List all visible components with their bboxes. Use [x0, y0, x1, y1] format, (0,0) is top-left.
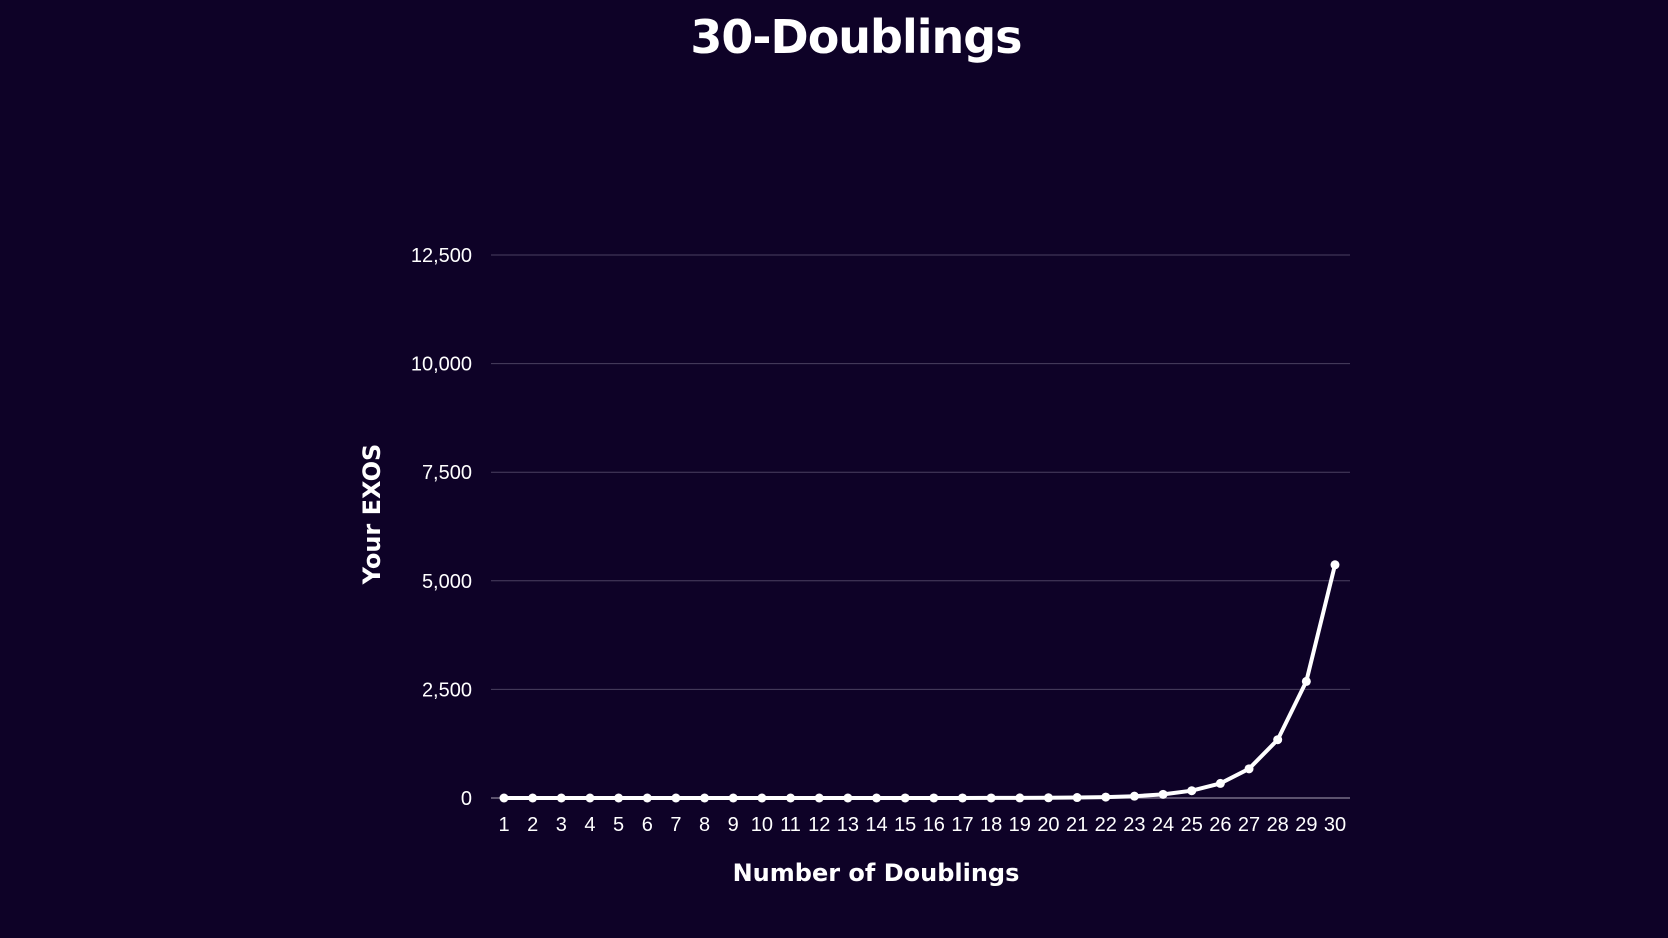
data-point — [872, 793, 882, 803]
x-axis-ticks: 1 2 3 4 5 6 7 8 9 10 11 12 13 14 15 16 17 18 19 20 21 22 23 24 2… — [498, 814, 1346, 836]
y-tick-label: 10,000 — [411, 354, 472, 376]
chart-title: 30-Doublings — [690, 10, 1022, 64]
data-point — [1043, 793, 1053, 803]
x-tick-label: 21 — [1066, 814, 1088, 836]
y-tick-label: 5,000 — [422, 571, 472, 593]
y-tick-label: 2,500 — [422, 679, 472, 701]
x-tick-label: 25 — [1181, 814, 1203, 836]
data-point — [757, 793, 767, 803]
x-tick-label: 7 — [670, 814, 681, 836]
data-point — [1215, 778, 1225, 788]
x-tick-label: 19 — [1009, 814, 1031, 836]
x-tick-label: 14 — [865, 814, 887, 836]
x-tick-label: 8 — [699, 814, 710, 836]
data-point — [1101, 792, 1111, 802]
data-point — [786, 793, 796, 803]
data-point — [929, 793, 939, 803]
x-tick-label: 30 — [1324, 814, 1346, 836]
data-point — [642, 793, 652, 803]
data-point — [1301, 676, 1311, 686]
data-point — [986, 793, 996, 803]
x-tick-label: 29 — [1295, 814, 1317, 836]
data-point — [585, 793, 595, 803]
x-tick-label: 17 — [951, 814, 973, 836]
x-tick-label: 15 — [894, 814, 916, 836]
data-point — [957, 793, 967, 803]
data-point — [614, 793, 624, 803]
y-axis-ticks: 0 2,500 5,000 7,500 10,000 12,500 — [411, 245, 472, 810]
x-tick-label: 9 — [728, 814, 739, 836]
x-tick-label: 16 — [923, 814, 945, 836]
data-point — [1244, 764, 1254, 774]
y-axis-title: Your EXOS — [358, 444, 386, 586]
data-point — [528, 793, 538, 803]
x-tick-label: 28 — [1267, 814, 1289, 836]
x-tick-label: 23 — [1123, 814, 1145, 836]
x-tick-label: 12 — [808, 814, 830, 836]
data-point — [1187, 786, 1197, 796]
data-point — [499, 793, 509, 803]
x-tick-label: 6 — [642, 814, 653, 836]
y-tick-label: 12,500 — [411, 245, 472, 267]
x-tick-label: 20 — [1037, 814, 1059, 836]
data-point — [1072, 793, 1082, 803]
data-point — [1158, 789, 1168, 799]
data-point — [814, 793, 824, 803]
x-tick-label: 1 — [498, 814, 509, 836]
data-point — [900, 793, 910, 803]
data-point — [1015, 793, 1025, 803]
data-point — [556, 793, 566, 803]
x-tick-label: 11 — [780, 814, 801, 836]
x-tick-label: 10 — [751, 814, 773, 836]
series-layer — [499, 560, 1340, 803]
data-point — [1330, 560, 1340, 570]
x-tick-label: 5 — [613, 814, 624, 836]
data-point — [1273, 735, 1283, 745]
x-tick-label: 4 — [584, 814, 595, 836]
y-tick-label: 0 — [461, 788, 472, 810]
x-tick-label: 24 — [1152, 814, 1174, 836]
x-tick-label: 2 — [527, 814, 538, 836]
x-tick-label: 18 — [980, 814, 1002, 836]
data-point — [700, 793, 710, 803]
data-point — [1129, 791, 1139, 801]
x-tick-label: 26 — [1209, 814, 1231, 836]
data-point — [671, 793, 681, 803]
x-tick-label: 13 — [837, 814, 859, 836]
x-tick-label: 3 — [556, 814, 567, 836]
x-tick-label: 27 — [1238, 814, 1260, 836]
series-line — [502, 562, 1337, 800]
x-axis-title: Number of Doublings — [733, 859, 1020, 887]
data-point — [728, 793, 738, 803]
y-tick-label: 7,500 — [422, 462, 472, 484]
data-point — [843, 793, 853, 803]
x-tick-label: 22 — [1095, 814, 1117, 836]
grid-layer — [491, 254, 1350, 799]
